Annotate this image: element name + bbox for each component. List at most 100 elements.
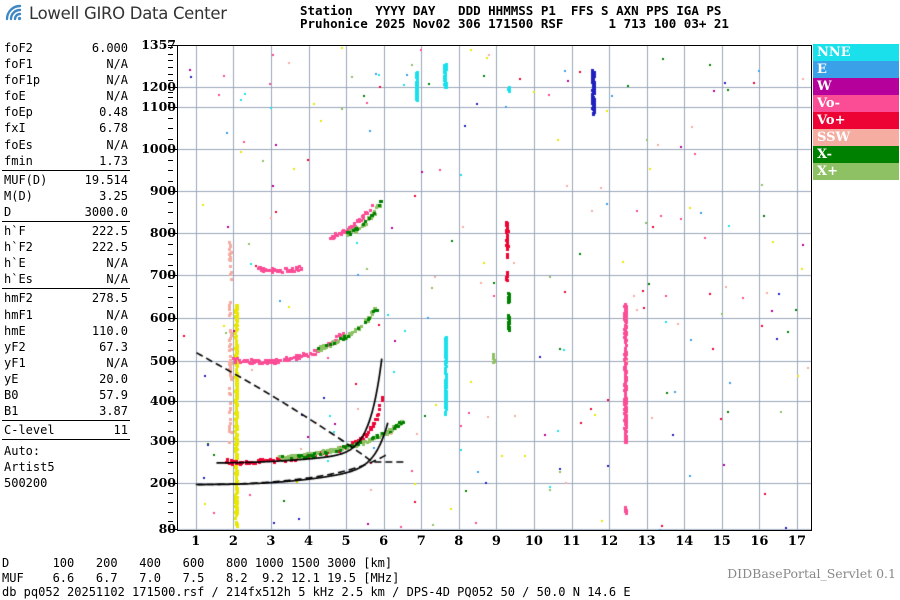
param-value: 222.5	[91, 224, 128, 239]
param-value: 19.514	[84, 172, 128, 187]
legend-label: X+	[817, 164, 838, 179]
autoscaler-line: Artist5	[4, 460, 55, 475]
y-minor-tick	[168, 212, 173, 213]
y-minor-tick	[168, 149, 173, 150]
param-key: yF2	[4, 339, 26, 354]
param-value: 222.5	[91, 240, 128, 255]
y-minor-tick	[168, 87, 173, 88]
y-minor-tick	[168, 328, 173, 330]
param-value: 278.5	[91, 291, 128, 306]
footer-source-row: db pq052 20251102 171500.rsf / 214fx512h…	[2, 585, 631, 599]
y-tick-label-300: 300	[149, 433, 176, 448]
y-minor-tick	[168, 421, 173, 422]
param-row-b0: B0 57.9	[2, 387, 130, 403]
legend-item-nne[interactable]: NNE	[813, 44, 899, 61]
legend-label: SSW	[817, 130, 851, 145]
legend-item-vo[interactable]: Vo+	[813, 112, 899, 129]
y-minor-tick	[168, 401, 173, 402]
y-minor-tick	[168, 180, 173, 182]
y-minor-tick	[168, 318, 173, 319]
y-axis-labels: 80 200 300 400 500 600 700 800 900 1000 1100 1200 13…	[130, 36, 176, 541]
param-key: hmF1	[4, 307, 33, 322]
giro-logo: Lowell GIRO Data Center	[4, 3, 227, 23]
param-key: MUF(D)	[4, 172, 48, 187]
legend-label: Vo-	[817, 96, 840, 111]
param-key: h`F2	[4, 240, 33, 255]
param-row-yf2: yF2 67.3	[2, 339, 130, 355]
y-minor-tick	[168, 361, 173, 362]
param-row-mufd: MUF(D) 19.514	[2, 172, 130, 188]
legend-item-w[interactable]: W	[813, 78, 899, 95]
x-tick-label-3: 3	[266, 534, 276, 549]
polarization-legend: NNE E W Vo- Vo+ SSW X- X+	[813, 44, 899, 180]
y-tick-label-1200: 1200	[141, 79, 176, 94]
param-group-3: hmF2 278.5 hmF1 N/A hmE 110.0 yF2 67.3 yF1 N/A yE 2…	[2, 290, 130, 422]
y-tick-label-400: 400	[149, 393, 176, 408]
y-minor-tick	[168, 117, 173, 119]
legend-item-ssw[interactable]: SSW	[813, 129, 899, 146]
legend-item-e[interactable]: E	[813, 61, 899, 78]
x-tick-label-9: 9	[491, 534, 501, 549]
x-tick-label-14: 14	[675, 534, 694, 549]
param-value: N/A	[106, 137, 128, 152]
y-minor-tick	[168, 191, 173, 192]
param-key: B0	[4, 387, 19, 402]
param-row-clevel: C-level 11	[2, 422, 130, 438]
legend-item-vo[interactable]: Vo-	[813, 95, 899, 112]
y-major-tick	[168, 529, 177, 530]
page-header: Lowell GIRO Data Center Station YYYY DAY…	[0, 0, 900, 34]
param-key: C-level	[4, 423, 55, 438]
station-info-header: Station YYYY DAY DDD HHMMSS P1 FFS S AXN…	[300, 3, 722, 18]
y-minor-tick	[168, 371, 173, 372]
param-value: N/A	[106, 256, 128, 271]
y-tick-label-80: 80	[158, 521, 176, 536]
param-key: M(D)	[4, 188, 33, 203]
y-minor-tick	[168, 66, 173, 68]
y-minor-tick	[168, 275, 173, 276]
y-minor-tick	[168, 222, 173, 224]
y-minor-tick	[168, 296, 173, 298]
y-minor-tick	[168, 102, 173, 103]
param-group-2: h`F 222.5 h`F2 222.5 h`E N/A h`Es N/A	[2, 223, 130, 290]
y-minor-tick	[168, 170, 173, 171]
param-row-fxi: fxI 6.78	[2, 120, 130, 136]
y-minor-tick	[168, 307, 173, 309]
legend-item-x[interactable]: X+	[813, 163, 899, 180]
ionogram-plot[interactable]	[177, 45, 812, 531]
param-row-foe: foE N/A	[2, 88, 130, 104]
station-info-values: Pruhonice 2025 Nov02 306 171500 RSF 1 71…	[300, 16, 729, 31]
param-row-hmf2: hmF2 278.5	[2, 290, 130, 306]
param-value: N/A	[106, 57, 128, 72]
y-minor-tick	[168, 254, 173, 255]
x-tick-label-10: 10	[524, 534, 543, 549]
param-value: N/A	[106, 89, 128, 104]
param-row-hf2: h`F2 222.5	[2, 239, 130, 255]
y-minor-tick	[168, 451, 173, 453]
y-tick-label-500: 500	[149, 353, 176, 368]
legend-label: E	[817, 62, 827, 77]
param-row-d: D 3000.0	[2, 204, 130, 220]
param-value: 110.0	[91, 323, 128, 338]
footer-text: D 100 200 400 600 800 1000 1500 3000 [km…	[2, 556, 702, 600]
legend-item-x[interactable]: X-	[813, 146, 899, 163]
param-key: foF1	[4, 57, 33, 72]
y-minor-tick	[168, 128, 173, 129]
ionogram-canvas	[177, 45, 812, 531]
param-key: hmF2	[4, 291, 33, 306]
param-value: 1.73	[99, 153, 128, 168]
param-value: 6.78	[99, 121, 128, 136]
x-tick-label-1: 1	[191, 534, 201, 549]
autoscaler-line: 500200	[4, 476, 48, 491]
param-value: 57.9	[99, 387, 128, 402]
param-key: D	[4, 204, 12, 219]
param-row-hmf1: hmF1 N/A	[2, 307, 130, 323]
param-row-foep: foEp 0.48	[2, 104, 130, 120]
y-minor-tick	[168, 73, 173, 75]
param-value: N/A	[106, 355, 128, 370]
x-tick-label-5: 5	[341, 534, 351, 549]
y-minor-tick	[168, 462, 173, 463]
y-minor-tick	[168, 472, 173, 474]
legend-label: W	[817, 79, 832, 94]
param-value: N/A	[106, 272, 128, 287]
x-tick-label-17: 17	[787, 534, 807, 549]
